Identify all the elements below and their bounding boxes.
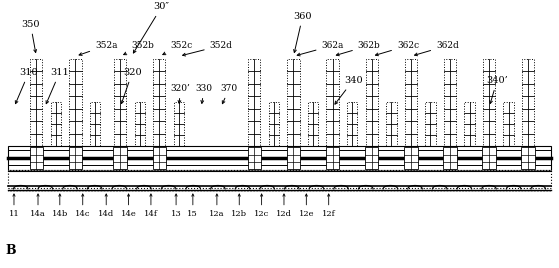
- Text: 362d: 362d: [415, 41, 459, 56]
- Bar: [30, 59, 42, 146]
- Text: 340: 340: [335, 76, 362, 104]
- Bar: [30, 59, 42, 146]
- Text: 370: 370: [221, 84, 238, 104]
- Text: 12f: 12f: [322, 194, 335, 218]
- Bar: [522, 59, 534, 146]
- Bar: [135, 102, 145, 146]
- Bar: [444, 59, 456, 146]
- Bar: [153, 147, 166, 169]
- Bar: [443, 147, 457, 169]
- Bar: [326, 59, 339, 146]
- Text: B: B: [6, 244, 16, 257]
- Text: 362c: 362c: [376, 41, 419, 56]
- Bar: [113, 147, 127, 169]
- Text: 350: 350: [21, 20, 40, 53]
- Bar: [386, 102, 396, 146]
- Text: 362a: 362a: [297, 41, 344, 56]
- Bar: [30, 147, 43, 169]
- Bar: [174, 102, 184, 146]
- Bar: [465, 102, 475, 146]
- Text: 352c: 352c: [163, 41, 193, 55]
- Text: 11: 11: [8, 194, 20, 218]
- Text: 352d: 352d: [183, 41, 233, 56]
- Bar: [114, 59, 126, 146]
- Text: 15: 15: [187, 194, 198, 218]
- Bar: [482, 147, 496, 169]
- Bar: [69, 147, 82, 169]
- Text: 362b: 362b: [337, 41, 381, 56]
- Bar: [51, 102, 61, 146]
- Bar: [8, 146, 551, 170]
- Bar: [287, 59, 300, 146]
- Text: 352b: 352b: [124, 41, 154, 55]
- Bar: [425, 102, 435, 146]
- Bar: [425, 102, 435, 146]
- Bar: [405, 59, 417, 146]
- Bar: [269, 102, 279, 146]
- Text: 12b: 12b: [231, 194, 247, 218]
- Bar: [287, 147, 300, 169]
- Bar: [308, 102, 318, 146]
- Text: 352a: 352a: [79, 41, 117, 55]
- Text: 13: 13: [170, 194, 182, 218]
- Text: 14f: 14f: [144, 194, 158, 218]
- Bar: [522, 147, 535, 169]
- Bar: [114, 59, 126, 146]
- Text: 310: 310: [15, 68, 38, 104]
- Bar: [347, 102, 357, 146]
- Bar: [287, 59, 300, 146]
- Bar: [504, 102, 514, 146]
- Text: 340’: 340’: [486, 76, 508, 103]
- Bar: [69, 59, 82, 146]
- Text: 311: 311: [46, 68, 69, 104]
- Text: 12e: 12e: [299, 194, 314, 218]
- Bar: [326, 147, 339, 169]
- Text: 12c: 12c: [254, 194, 269, 218]
- Bar: [153, 59, 165, 146]
- Bar: [465, 102, 475, 146]
- Bar: [269, 102, 279, 146]
- Text: 320: 320: [121, 68, 141, 103]
- Bar: [365, 147, 378, 169]
- Bar: [248, 59, 260, 146]
- Text: 360: 360: [293, 12, 312, 53]
- Bar: [51, 102, 61, 146]
- Bar: [483, 59, 495, 146]
- Bar: [347, 102, 357, 146]
- Bar: [90, 102, 100, 146]
- Bar: [366, 59, 378, 146]
- Bar: [8, 170, 551, 188]
- Bar: [135, 102, 145, 146]
- Bar: [174, 102, 184, 146]
- Text: 12d: 12d: [276, 194, 292, 218]
- Text: 12a: 12a: [209, 194, 225, 218]
- Bar: [326, 59, 339, 146]
- Bar: [404, 147, 418, 169]
- Bar: [366, 59, 378, 146]
- Text: 320’: 320’: [170, 84, 191, 103]
- Bar: [153, 59, 165, 146]
- Text: 330: 330: [196, 84, 212, 103]
- Bar: [90, 102, 100, 146]
- Bar: [405, 59, 417, 146]
- Bar: [522, 59, 534, 146]
- Bar: [69, 59, 82, 146]
- Bar: [444, 59, 456, 146]
- Text: 14d: 14d: [98, 194, 115, 218]
- Bar: [504, 102, 514, 146]
- Text: 14e: 14e: [121, 194, 136, 218]
- Bar: [308, 102, 318, 146]
- Bar: [483, 59, 495, 146]
- Bar: [248, 59, 260, 146]
- Bar: [386, 102, 396, 146]
- Text: 14a: 14a: [30, 194, 46, 218]
- Text: 30″: 30″: [134, 2, 170, 53]
- Text: 14c: 14c: [75, 194, 91, 218]
- Bar: [248, 147, 261, 169]
- Text: 14b: 14b: [51, 194, 68, 218]
